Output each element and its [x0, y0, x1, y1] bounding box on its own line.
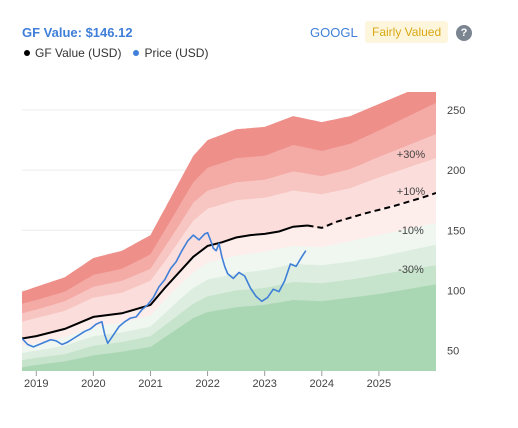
y-tick-label: 250	[447, 105, 465, 117]
chart-legend: GF Value (USD) Price (USD)	[24, 46, 220, 60]
price-line	[22, 231, 307, 348]
band-bottom	[22, 284, 436, 371]
y-tick-label: 150	[447, 225, 465, 237]
x-tick-label: 2021	[138, 378, 162, 390]
legend-price-dot	[133, 50, 140, 56]
band-label: -30%	[398, 264, 424, 276]
y-tick-label: 200	[447, 165, 465, 177]
x-tick-label: 2024	[310, 378, 334, 390]
x-tick-label: 2025	[367, 378, 391, 390]
help-icon[interactable]: ?	[456, 25, 472, 41]
y-tick-label: 100	[447, 285, 465, 297]
legend-price-label: Price (USD)	[144, 46, 209, 60]
legend-gf-value-label: GF Value (USD)	[35, 46, 122, 60]
ticker-link[interactable]: GOOGL	[310, 25, 358, 40]
x-tick-label: 2023	[252, 378, 276, 390]
gf-value-line	[22, 224, 308, 340]
x-tick-label: 2022	[195, 378, 219, 390]
valuation-badge: Fairly Valued	[365, 21, 449, 43]
band-label: +30%	[397, 149, 426, 161]
legend-item-price[interactable]: Price (USD)	[133, 46, 208, 60]
legend-item-gf-value[interactable]: GF Value (USD)	[24, 46, 121, 60]
plot-area	[22, 92, 436, 371]
band-label: +10%	[397, 186, 426, 198]
legend-gf-value-dot	[24, 50, 30, 56]
gf-value-title: GF Value: $146.12	[22, 25, 133, 40]
x-tick-label: 2019	[24, 378, 48, 390]
band-label: -10%	[398, 225, 424, 237]
x-tick-label: 2020	[81, 378, 105, 390]
y-tick-label: 50	[447, 346, 459, 358]
gf-value-projection-line	[307, 192, 436, 229]
